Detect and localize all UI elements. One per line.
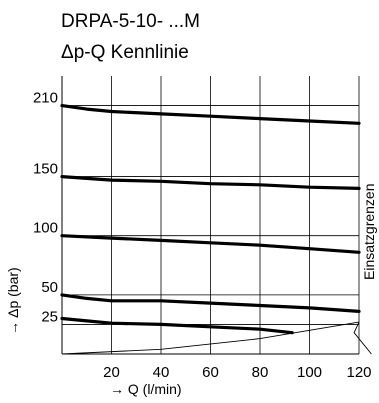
chart-title: DRPA-5-10- ...M: [61, 11, 200, 32]
y-tick-label-3: 150: [33, 161, 58, 178]
x-tick-label-2: 60: [202, 364, 219, 381]
y-tick-label-2: 100: [33, 220, 58, 237]
x-tick-label-5: 120: [346, 364, 371, 381]
y-tick-label-4: 210: [33, 90, 58, 107]
chart-subtitle: Δp-Q Kennlinie: [61, 42, 189, 63]
x-tick-label-4: 100: [297, 364, 322, 381]
y-axis-label: → Δp (bar): [5, 267, 21, 335]
limits-label: Einsatzgrenzen: [361, 183, 377, 280]
x-tick-label-3: 80: [252, 364, 269, 381]
series-line-1: [60, 175, 361, 190]
x-axis-label: → Q (l/min): [110, 381, 182, 397]
plot-frame: [61, 76, 359, 355]
x-tick-label-1: 40: [153, 364, 170, 381]
y-tick-label-1: 50: [41, 279, 58, 296]
x-tick-label-0: 20: [103, 364, 120, 381]
series-line-0: [60, 103, 361, 125]
series-group: [60, 103, 361, 335]
series-line-3: [60, 293, 361, 313]
series-line-2: [60, 234, 361, 254]
limit-curve-group: [61, 321, 372, 355]
limit-tick: [353, 321, 372, 355]
x-tick-labels: 20 40 60 80 100 120: [103, 364, 371, 381]
y-tick-labels: 25 50 100 150 210: [33, 90, 58, 326]
y-tick-label-0: 25: [41, 308, 58, 325]
series-line-4: [60, 316, 294, 335]
limit-line: [61, 321, 360, 355]
